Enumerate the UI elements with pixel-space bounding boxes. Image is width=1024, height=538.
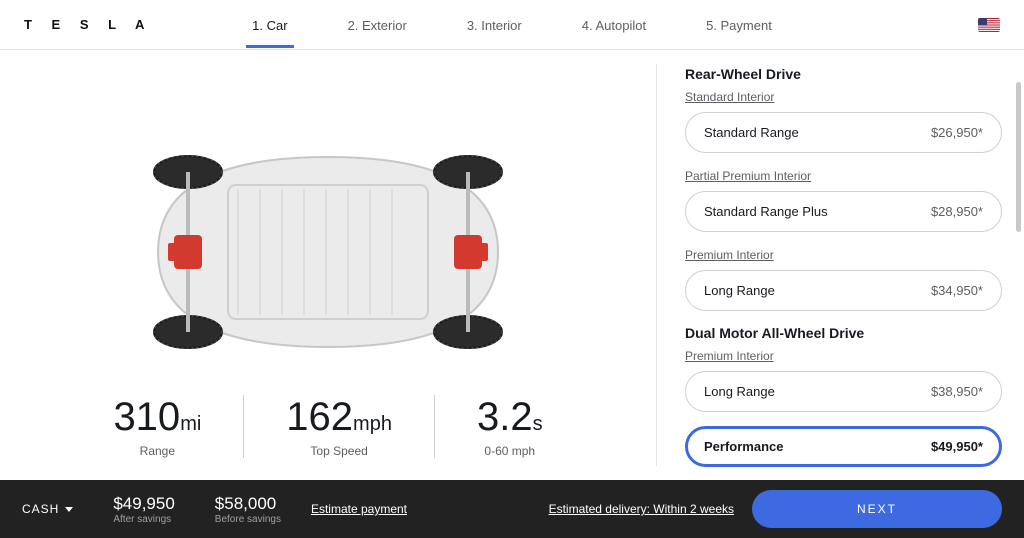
config-options-pane: Rear-Wheel Drive Standard Interior Standar… bbox=[657, 50, 1024, 480]
vehicle-preview-pane: 310mi Range 162mph Top Speed 3.2s 0-60 mph bbox=[0, 50, 656, 480]
drive-heading: Rear-Wheel Drive bbox=[685, 66, 1002, 82]
price-after-savings: $49,950 After savings bbox=[113, 494, 174, 525]
step-interior[interactable]: 3. Interior bbox=[467, 2, 522, 47]
step-exterior[interactable]: 2. Exterior bbox=[348, 2, 407, 47]
trim-price: $26,950* bbox=[931, 125, 983, 140]
price-sublabel: Before savings bbox=[215, 514, 281, 525]
trim-name: Standard Range Plus bbox=[704, 204, 828, 219]
price-sublabel: After savings bbox=[113, 514, 174, 525]
stat-top-speed: 162mph Top Speed bbox=[243, 395, 434, 458]
config-steps: 1. Car 2. Exterior 3. Interior 4. Autopilot… bbox=[0, 2, 1024, 47]
trim-price: $34,950* bbox=[931, 283, 983, 298]
trim-name: Standard Range bbox=[704, 125, 799, 140]
topbar: T E S L A 1. Car 2. Exterior 3. Interior 4.… bbox=[0, 0, 1024, 50]
vehicle-chassis-illustration bbox=[88, 127, 568, 377]
drive-heading: Dual Motor All-Wheel Drive bbox=[685, 325, 1002, 341]
step-autopilot[interactable]: 4. Autopilot bbox=[582, 2, 646, 47]
interior-label[interactable]: Partial Premium Interior bbox=[685, 169, 811, 183]
interior-label[interactable]: Premium Interior bbox=[685, 248, 774, 262]
payment-mode-dropdown[interactable]: CASH bbox=[22, 502, 73, 516]
stat-range: 310mi Range bbox=[71, 395, 243, 458]
stat-0-60-mph: 3.2s 0-60 mph bbox=[434, 395, 585, 458]
interior-label[interactable]: Premium Interior bbox=[685, 349, 774, 363]
trim-name: Long Range bbox=[704, 283, 775, 298]
pricing-footer: CASH $49,950 After savings $58,000 Befor… bbox=[0, 480, 1024, 538]
locale-flag-icon[interactable] bbox=[978, 18, 1000, 32]
tesla-logo[interactable]: T E S L A bbox=[24, 17, 152, 32]
trim-price: $49,950* bbox=[931, 439, 983, 454]
trim-option-long-range[interactable]: Long Range $34,950* bbox=[685, 270, 1002, 311]
scrollbar-thumb[interactable] bbox=[1016, 82, 1021, 232]
trim-option-performance[interactable]: Performance $49,950* bbox=[685, 426, 1002, 467]
estimated-delivery-link[interactable]: Estimated delivery: Within 2 weeks bbox=[549, 502, 734, 516]
step-payment[interactable]: 5. Payment bbox=[706, 2, 772, 47]
trim-option-standard-range-plus[interactable]: Standard Range Plus $28,950* bbox=[685, 191, 1002, 232]
trim-option-long-range[interactable]: Long Range $38,950* bbox=[685, 371, 1002, 412]
next-button[interactable]: NEXT bbox=[752, 490, 1002, 528]
stat-label: 0-60 mph bbox=[477, 444, 543, 458]
payment-mode-label: CASH bbox=[22, 502, 59, 516]
chevron-down-icon bbox=[65, 507, 73, 512]
trim-price: $28,950* bbox=[931, 204, 983, 219]
trim-price: $38,950* bbox=[931, 384, 983, 399]
performance-stats: 310mi Range 162mph Top Speed 3.2s 0-60 mph bbox=[71, 395, 584, 458]
stat-value: 162mph bbox=[286, 395, 392, 440]
step-car[interactable]: 1. Car bbox=[252, 2, 287, 47]
price-before-savings: $58,000 Before savings bbox=[215, 494, 281, 525]
stat-value: 3.2s bbox=[477, 395, 543, 440]
price-amount: $49,950 bbox=[113, 494, 174, 514]
main-content: 310mi Range 162mph Top Speed 3.2s 0-60 mph Re… bbox=[0, 50, 1024, 480]
price-amount: $58,000 bbox=[215, 494, 281, 514]
trim-option-standard-range[interactable]: Standard Range $26,950* bbox=[685, 112, 1002, 153]
interior-label[interactable]: Standard Interior bbox=[685, 90, 774, 104]
stat-label: Top Speed bbox=[286, 444, 392, 458]
stat-label: Range bbox=[113, 444, 201, 458]
stat-value: 310mi bbox=[113, 395, 201, 440]
trim-name: Long Range bbox=[704, 384, 775, 399]
estimate-payment-link[interactable]: Estimate payment bbox=[311, 502, 407, 516]
trim-name: Performance bbox=[704, 439, 783, 454]
